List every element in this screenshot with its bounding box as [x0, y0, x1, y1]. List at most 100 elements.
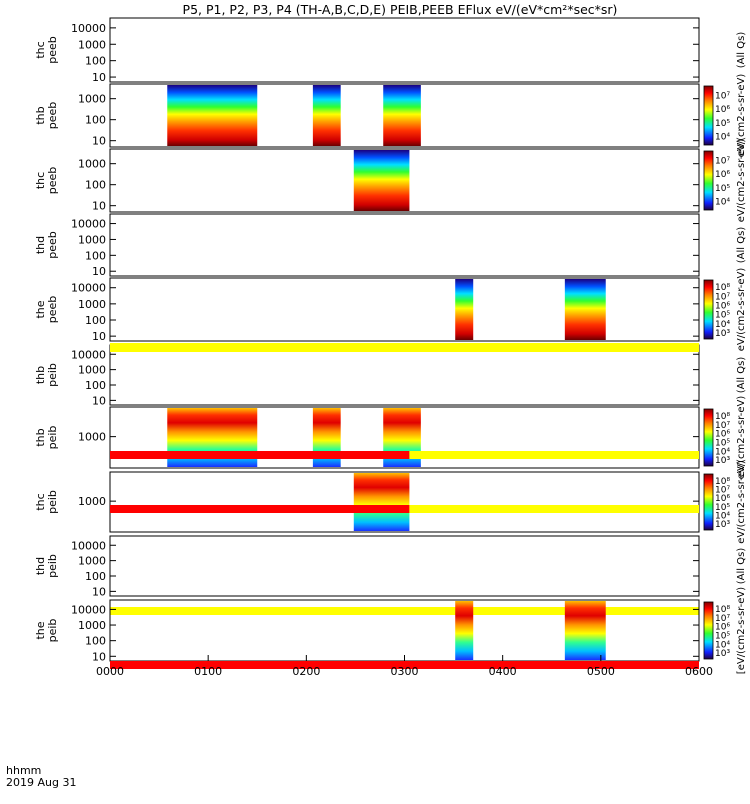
colorbar-title: eV/(cm2-s-sr-eV): [736, 268, 747, 352]
y-axis-label: peib: [46, 426, 59, 450]
y-tick-label: 10000: [71, 348, 106, 361]
y-tick-label: 10000: [71, 603, 106, 616]
colorbar-label: 10⁸: [715, 477, 730, 487]
colorbar-label: 10³: [715, 520, 730, 530]
y-tick-label: 10: [92, 330, 106, 343]
panel-frame: [109, 148, 700, 213]
y-tick-label: 10: [92, 265, 106, 278]
colorbar-label: 10⁶: [715, 623, 730, 633]
colorbar-title: (All Qs): [736, 548, 747, 585]
y-tick-label: 100: [85, 314, 106, 327]
panel-frame: [109, 406, 700, 469]
y-tick-label: 10000: [71, 218, 106, 231]
y-tick-label: 10000: [71, 282, 106, 295]
y-tick-label: 1000: [78, 431, 106, 444]
flag-bar-red: [110, 505, 410, 513]
colorbar-title: eV/(cm2-s-sr-eV): [736, 460, 747, 544]
y-tick-label: 10: [92, 200, 106, 213]
colorbar-label: 10⁶: [715, 105, 730, 115]
y-axis-label: thc: [34, 493, 47, 510]
y-axis-label: peeb: [46, 231, 59, 259]
y-tick-label: 1000: [78, 233, 106, 246]
y-tick-label: 1000: [78, 555, 106, 568]
x-tick-label: 0400: [489, 665, 517, 678]
y-axis-label: the: [34, 621, 47, 639]
y-axis-label: thb: [34, 428, 47, 446]
y-axis-label: the: [34, 300, 47, 318]
footer-hhmm: hhmm: [6, 764, 41, 777]
colorbar-label: 10⁴: [715, 512, 730, 522]
colorbar-label: 10⁶: [715, 494, 730, 504]
colorbar-label: 10⁸: [715, 412, 730, 422]
spectrogram-block: [564, 601, 606, 660]
y-axis-label: thd: [34, 236, 47, 254]
y-axis-label: peeb: [46, 36, 59, 64]
colorbar-label: 10⁴: [715, 133, 730, 143]
spectrogram-block: [455, 279, 474, 340]
colorbar-label: 10⁵: [715, 503, 730, 513]
colorbar-label: 10⁵: [715, 184, 730, 194]
spectrogram-block: [383, 85, 421, 146]
y-tick-label: 1000: [78, 619, 106, 632]
colorbar-label: 10⁷: [715, 292, 730, 302]
panel-frame: [109, 213, 700, 277]
y-axis-label: peib: [46, 554, 59, 578]
y-axis-label: peeb: [46, 296, 59, 324]
colorbar-title: [eV/(cm2-s-sr-eV): [736, 587, 747, 674]
panel-thd_peeb: 10 100 1000 10000 thd peeb (All Qs): [34, 213, 747, 278]
colorbar-label: 10³: [715, 649, 730, 659]
colorbar-title: eV/(cm2-s-sr-eV): [736, 396, 747, 480]
y-tick-label: 1000: [78, 38, 106, 51]
y-tick-label: 10000: [71, 22, 106, 35]
colorbar: [703, 85, 714, 146]
x-tick-label: 0000: [96, 665, 124, 678]
y-tick-label: 100: [85, 114, 106, 127]
flag-bar-red: [110, 451, 410, 459]
y-tick-label: 1000: [78, 158, 106, 171]
y-tick-label: 10: [92, 71, 106, 84]
spectrogram-block: [353, 150, 410, 211]
footer-date: 2019 Aug 31: [6, 776, 76, 789]
y-tick-label: 100: [85, 570, 106, 583]
y-tick-label: 10: [92, 394, 106, 407]
colorbar-title: (All Qs): [736, 32, 747, 69]
colorbar: [703, 150, 714, 211]
y-tick-label: 1000: [78, 93, 106, 106]
colorbar-label: 10⁵: [715, 631, 730, 641]
flag-bar-yellow: [409, 505, 699, 513]
y-tick-label: 100: [85, 635, 106, 648]
y-axis-label: thb: [34, 106, 47, 124]
y-axis-label: thd: [34, 557, 47, 575]
colorbar: [703, 279, 714, 340]
y-tick-label: 100: [85, 379, 106, 392]
x-tick-label: 0300: [391, 665, 419, 678]
x-tick-label: 0200: [292, 665, 320, 678]
y-tick-label: 1000: [78, 364, 106, 377]
x-tick-label: 0500: [587, 665, 615, 678]
spectrogram-block: [312, 85, 341, 146]
x-tick-label: 0100: [194, 665, 222, 678]
panel-frame: [109, 535, 700, 597]
colorbar-label: 10⁷: [715, 156, 730, 166]
panel-frame: [109, 277, 700, 342]
panel-thb_peeb: 10 100 1000 thb peeb 10⁴ 10⁵ 10⁶ 10⁷ eV/(cm2-s-sr…: [34, 74, 747, 158]
y-axis-label: peeb: [46, 102, 59, 130]
x-tick-label: 0600: [685, 665, 713, 678]
colorbar-label: 10⁷: [715, 421, 730, 431]
colorbar-title: eV/(cm2-s-sr-eV): [736, 139, 747, 223]
colorbar-label: 10⁷: [715, 91, 730, 101]
y-tick-label: 10000: [71, 539, 106, 552]
colorbar-label: 10³: [715, 456, 730, 466]
y-axis-label: peeb: [46, 167, 59, 195]
colorbar-label: 10⁴: [715, 640, 730, 650]
y-tick-label: 100: [85, 179, 106, 192]
panel-thb_peib_1: 10 100 1000 10000 thb peib (All Qs): [34, 343, 747, 407]
panel-frame: [109, 471, 700, 533]
flag-bar: [110, 607, 699, 615]
y-tick-label: 10: [92, 135, 106, 148]
